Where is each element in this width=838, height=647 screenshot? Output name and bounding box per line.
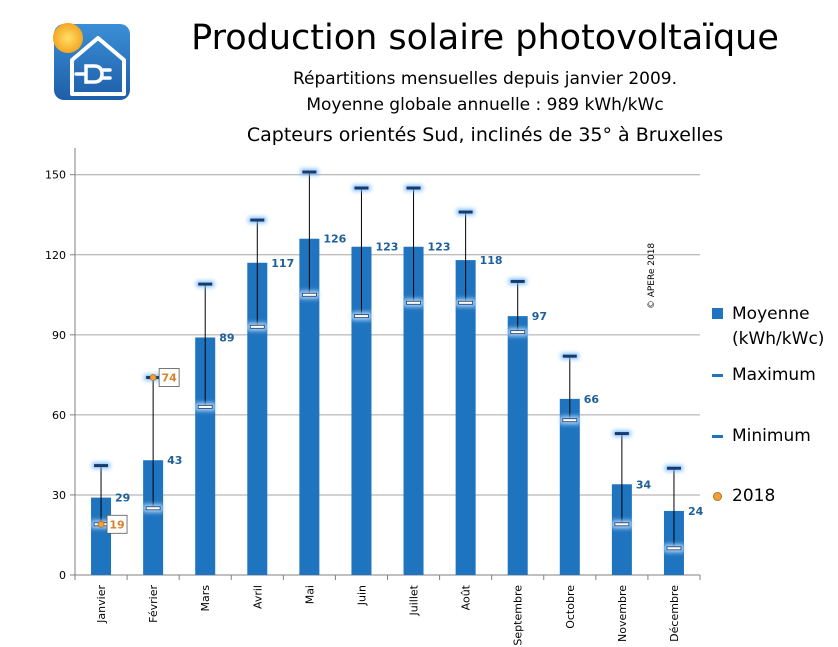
min-marker-1	[145, 506, 161, 511]
legend-label-moyenne: Moyenne	[732, 304, 810, 324]
chart-subtitle-annual-mean: Moyenne globale annuelle : 989 kWh/kWc	[306, 95, 664, 115]
max-marker-5	[354, 186, 369, 190]
point-label-2018: 19	[109, 518, 124, 531]
bar-value-label: 43	[167, 454, 182, 467]
max-marker-10	[614, 432, 629, 436]
min-marker-9	[562, 418, 578, 423]
bar-value-label: 89	[219, 331, 234, 344]
max-marker-0	[94, 464, 109, 468]
bar-value-label: 117	[271, 257, 294, 270]
max-marker-2	[198, 282, 213, 286]
bar-10	[611, 484, 632, 575]
bar-6	[403, 246, 424, 575]
x-tick-label: Novembre	[616, 585, 629, 642]
y-tick-label: 120	[45, 249, 66, 262]
legend-swatch-2018	[713, 492, 722, 501]
min-marker-8	[510, 330, 526, 335]
min-marker-7	[458, 300, 474, 305]
max-marker-4	[302, 170, 317, 174]
bar-value-label: 29	[115, 492, 130, 505]
x-tick-label: Janvier	[95, 585, 108, 624]
copyright-watermark: © APERe 2018	[647, 243, 657, 310]
bar-value-label: 126	[323, 233, 346, 246]
min-marker-11	[666, 546, 682, 551]
bar-value-label: 97	[532, 310, 547, 323]
max-marker-9	[562, 354, 577, 358]
x-tick-label: Avril	[251, 585, 264, 609]
point-label-2018: 74	[161, 372, 177, 385]
min-marker-10	[614, 522, 630, 527]
max-marker-7	[458, 210, 473, 214]
bar-value-label: 66	[584, 393, 600, 406]
y-tick-label: 90	[52, 329, 66, 342]
bar-value-label: 34	[636, 478, 652, 491]
legend-swatch-maximum	[712, 374, 723, 377]
bar-8	[507, 316, 528, 575]
max-marker-3	[250, 218, 265, 222]
chart-title: Production solaire photovoltaïque	[191, 18, 779, 58]
bar-value-label: 24	[688, 505, 704, 518]
legend-label-maximum: Maximum	[732, 365, 816, 385]
x-tick-label: Juillet	[408, 584, 421, 616]
x-tick-label: Mai	[303, 585, 316, 604]
point-2018-0	[97, 520, 105, 528]
min-marker-3	[249, 324, 265, 329]
max-marker-6	[406, 186, 421, 190]
legend-swatch-moyenne	[712, 308, 723, 319]
y-tick-label: 30	[52, 489, 66, 502]
x-tick-label: Septembre	[512, 585, 525, 646]
bar-3	[247, 262, 268, 575]
point-2018-1	[149, 374, 157, 381]
x-tick-label: Mars	[199, 585, 212, 612]
app-logo	[52, 22, 132, 102]
bar-9	[559, 398, 580, 575]
min-marker-6	[406, 300, 421, 305]
legend-label-minimum: Minimum	[732, 426, 811, 446]
x-tick-label: Février	[147, 585, 160, 623]
legend-swatch-minimum	[712, 435, 723, 438]
y-tick-label: 60	[52, 409, 66, 422]
bar-5	[351, 246, 372, 575]
legend-label-moyenne-unit: (kWh/kWc)	[732, 329, 825, 349]
max-marker-11	[666, 466, 681, 470]
chart-caption-orientation: Capteurs orientés Sud, inclinés de 35° à…	[246, 124, 724, 146]
x-tick-label: Août	[460, 584, 473, 610]
bar-1	[143, 460, 164, 575]
x-tick-label: Juin	[355, 585, 368, 606]
point-label-box-2018-0	[106, 514, 128, 534]
min-marker-5	[354, 314, 369, 319]
x-tick-label: Octobre	[564, 585, 577, 629]
bar-value-label: 123	[428, 241, 451, 254]
min-marker-2	[197, 404, 213, 409]
max-marker-8	[510, 279, 525, 283]
bar-2	[195, 337, 216, 575]
min-marker-4	[301, 292, 317, 297]
bar-7	[455, 260, 476, 575]
point-label-box-2018-1	[158, 368, 180, 387]
x-tick-label: Décembre	[668, 585, 681, 642]
y-tick-label: 0	[59, 569, 66, 582]
chart-subtitle-period: Répartitions mensuelles depuis janvier 2…	[293, 69, 677, 89]
bar-value-label: 118	[480, 254, 503, 267]
y-tick-label: 150	[45, 169, 66, 182]
bar-4	[299, 238, 320, 576]
legend-label-2018: 2018	[732, 486, 776, 506]
bar-0	[91, 497, 112, 575]
bar-value-label: 123	[375, 241, 398, 254]
